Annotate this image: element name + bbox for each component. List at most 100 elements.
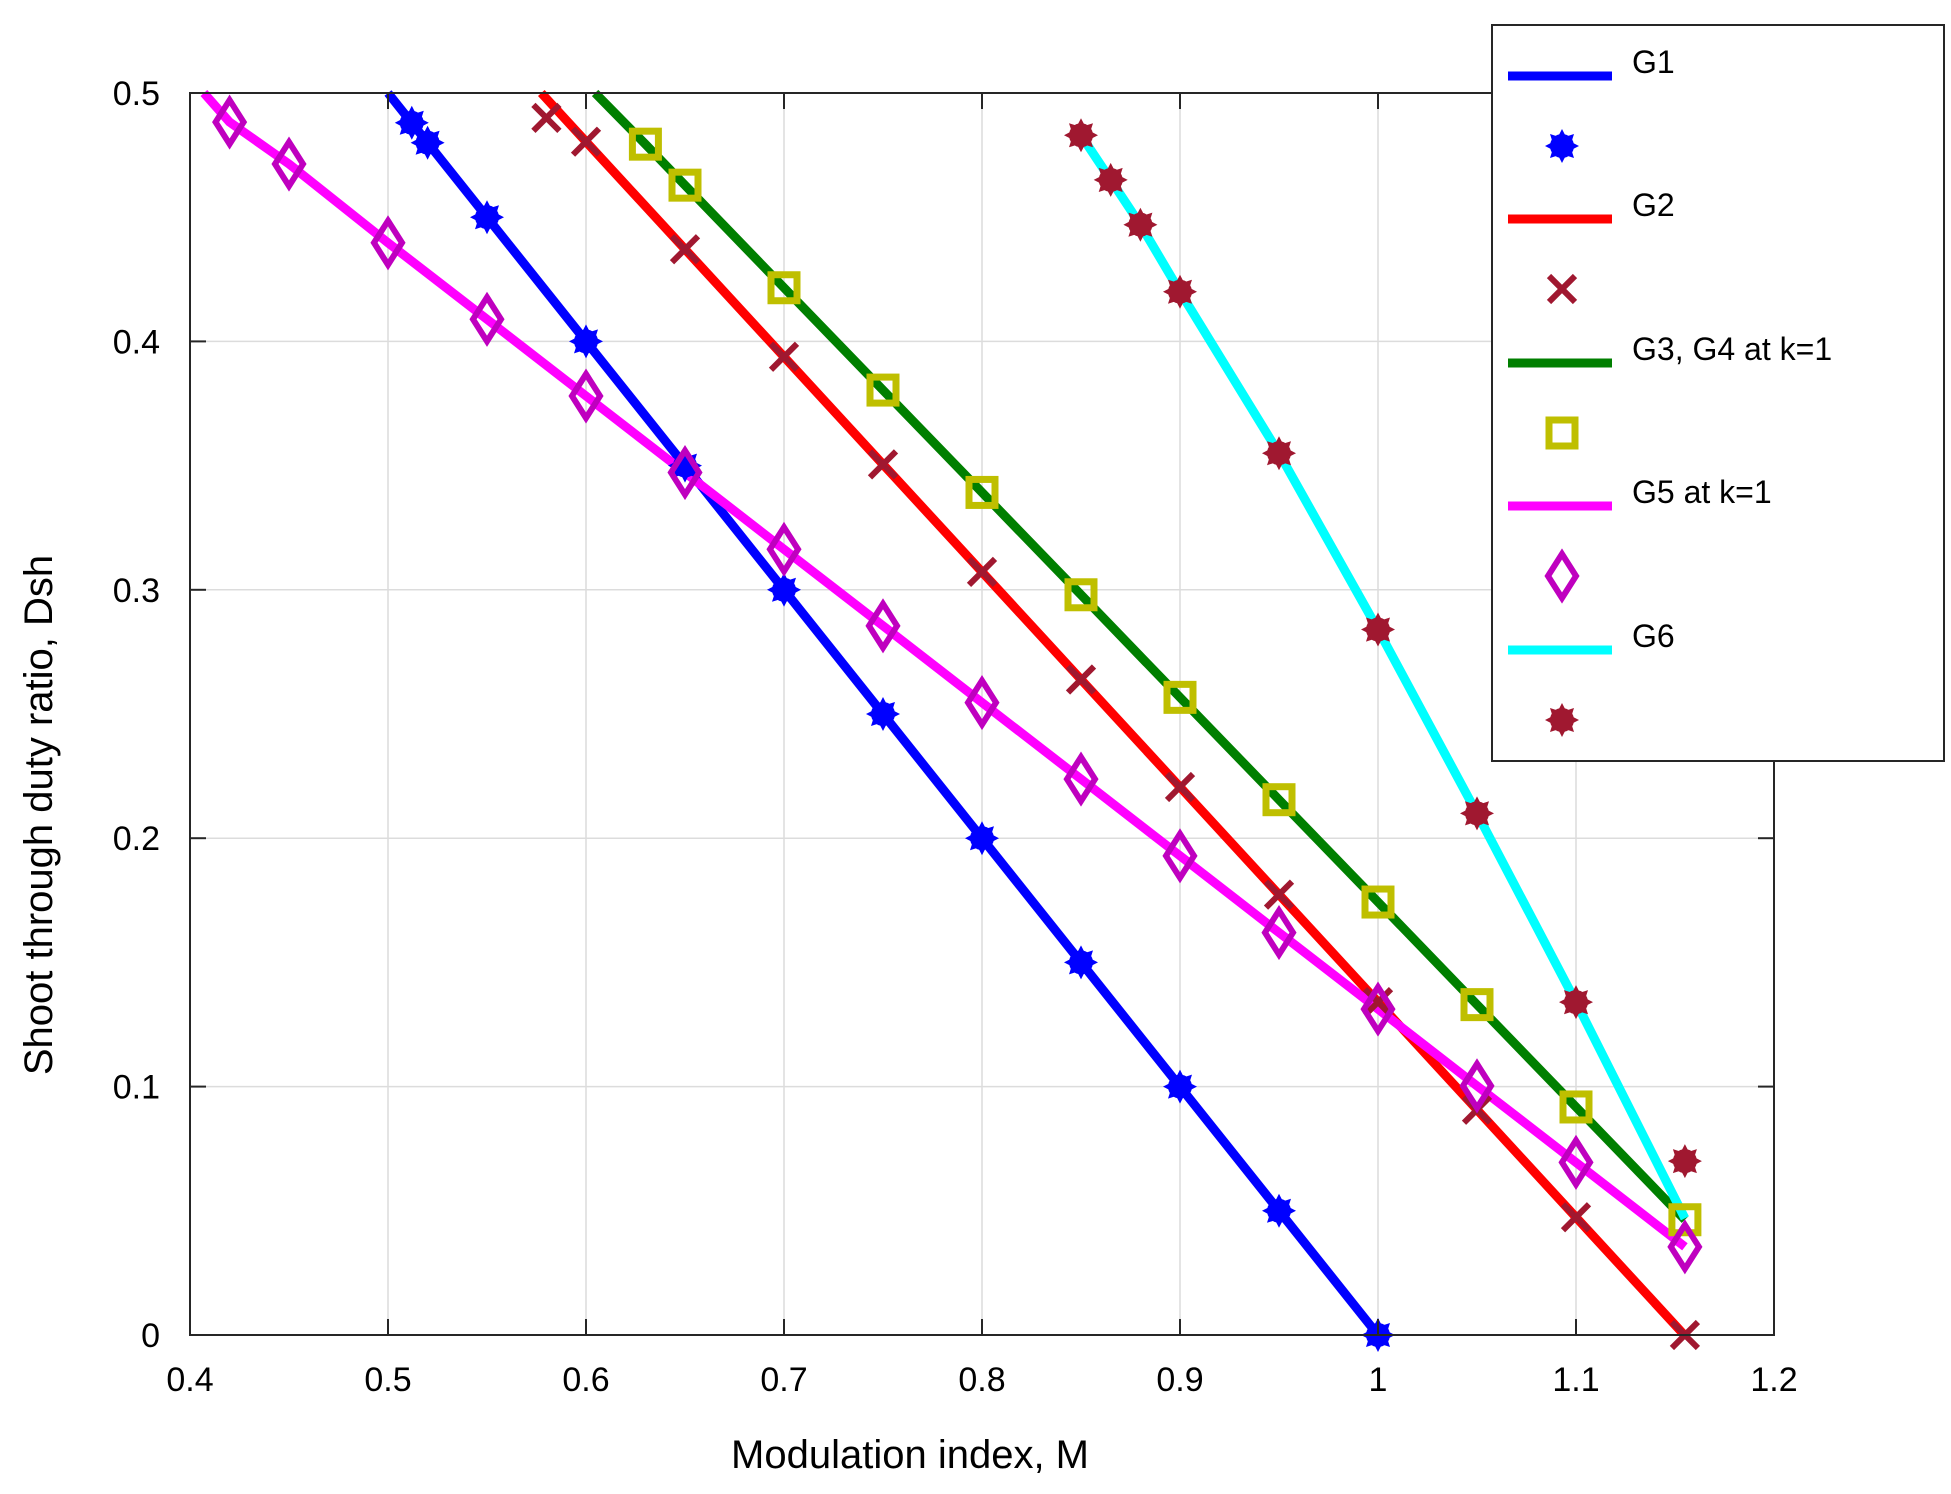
marker-x-stroke (966, 556, 998, 588)
legend-marker-1 (1545, 129, 1579, 163)
data-point (1123, 207, 1158, 242)
y-tick-label: 0 (141, 1317, 160, 1355)
data-point (1164, 771, 1196, 803)
data-point (965, 475, 999, 509)
marker-x-stroke (1560, 1202, 1592, 1233)
marker-star-core (1465, 801, 1489, 826)
data-point (1163, 680, 1197, 714)
legend-marker-5 (1545, 703, 1579, 737)
data-point (1065, 664, 1097, 695)
marker-star-core (415, 130, 440, 155)
marker-x-stroke (1065, 664, 1097, 695)
data-point (1559, 1090, 1593, 1124)
data-point (1263, 879, 1295, 910)
marker-star-core (1267, 1198, 1291, 1223)
data-point (1163, 274, 1197, 309)
data-point (1064, 945, 1098, 980)
data-point (1262, 436, 1296, 471)
data-point (1360, 981, 1396, 1037)
legend-label-5: G6 (1632, 618, 1675, 654)
legend-marker-3 (1545, 416, 1579, 450)
data-point (469, 291, 505, 347)
data-point (470, 200, 504, 235)
marker-star-core (1672, 1149, 1697, 1174)
data-point (1362, 987, 1394, 1018)
data-point (1559, 985, 1593, 1020)
data-point (212, 94, 248, 150)
series-markers (212, 94, 1703, 1352)
data-point (767, 271, 801, 305)
legend-label-3: G3, G4 at k=1 (1632, 331, 1832, 367)
x-tick-label: 1.1 (1552, 1361, 1599, 1399)
data-point (628, 127, 662, 161)
marker-star-core (475, 205, 499, 230)
data-point (531, 102, 562, 133)
legend-marker-2 (1546, 273, 1578, 305)
data-point (669, 234, 701, 265)
data-point (667, 444, 703, 501)
data-point (1558, 1134, 1594, 1190)
marker-star-core (1168, 1074, 1192, 1099)
data-point (1261, 905, 1297, 961)
data-point (866, 697, 900, 731)
data-point (569, 324, 603, 359)
marker-star-core (1098, 167, 1123, 192)
data-point (1093, 162, 1128, 197)
marker-star-core (574, 329, 598, 354)
x-tick-label: 0.7 (760, 1361, 807, 1399)
data-point (867, 449, 899, 480)
data-point (1262, 1193, 1296, 1228)
y-tick-label: 0.5 (113, 75, 160, 113)
data-point (370, 215, 406, 271)
data-point (1560, 1202, 1592, 1233)
data-point (766, 521, 802, 577)
series-markers-4 (212, 94, 1703, 1275)
y-tick-label: 0.3 (113, 572, 160, 610)
x-tick-labels: 0.4 0.5 0.6 0.7 0.8 0.9 1 1.1 1.2 (166, 1361, 1797, 1399)
data-point (1667, 1144, 1702, 1179)
data-point (1459, 1058, 1495, 1114)
legend-label-1: G1 (1632, 44, 1675, 80)
data-point (965, 821, 999, 856)
legend: G1 G2 G3, G4 at k=1 G5 at k=1 G6 (1491, 24, 1945, 762)
marker-x-stroke (1362, 987, 1394, 1018)
marker-x-stroke (768, 341, 800, 372)
legend-marker-4 (1544, 548, 1580, 604)
series-markers-5 (1064, 118, 1702, 1179)
marker-x-stroke (570, 126, 602, 157)
series-line-3 (591, 89, 1689, 1223)
marker-star-core (1069, 950, 1093, 975)
marker-star-core (970, 826, 994, 851)
data-point (1667, 1219, 1703, 1275)
y-tick-label: 0.4 (113, 323, 160, 361)
data-point (768, 341, 800, 372)
data-point (271, 136, 307, 192)
y-tick-label: 0.1 (113, 1069, 160, 1107)
marker-star-core (1366, 617, 1390, 642)
x-tick-label: 0.8 (958, 1361, 1005, 1399)
x-tick-label: 0.6 (562, 1361, 609, 1399)
data-point (1064, 118, 1098, 153)
data-point (966, 556, 998, 588)
y-tick-label: 0.2 (113, 820, 160, 858)
marker-star-core (871, 702, 895, 726)
marker-star-core (1267, 441, 1291, 466)
marker-star-core (1128, 212, 1153, 237)
data-point (964, 674, 1000, 731)
marker-x-stroke (867, 449, 899, 480)
series-line-4 (200, 90, 1688, 1251)
data-point (865, 598, 901, 654)
data-point (410, 125, 445, 160)
data-point (767, 572, 801, 607)
data-point (1361, 612, 1395, 647)
data-point (1668, 1203, 1702, 1237)
marker-star-core (1550, 134, 1574, 158)
x-tick-label: 0.4 (166, 1361, 213, 1399)
legend-label-4: G5 at k=1 (1632, 474, 1772, 510)
data-point (1063, 751, 1099, 807)
data-point (1262, 783, 1296, 817)
data-point (1064, 578, 1098, 612)
data-point (1163, 1069, 1197, 1104)
marker-x-stroke (1164, 771, 1196, 803)
